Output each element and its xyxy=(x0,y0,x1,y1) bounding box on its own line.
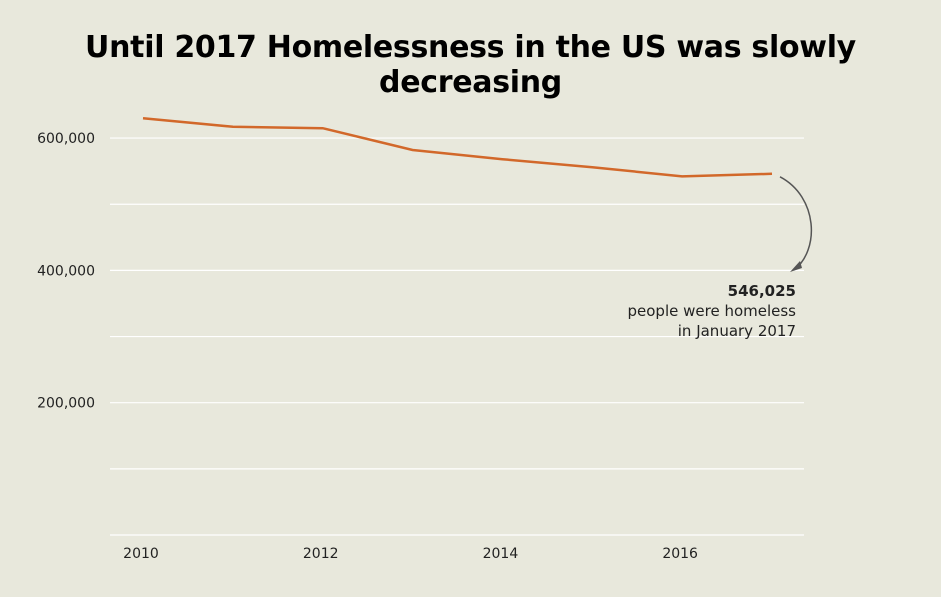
x-tick-label: 2012 xyxy=(303,546,339,562)
gridlines xyxy=(110,137,804,470)
annotation-line1: people were homeless xyxy=(628,302,797,320)
annotation-line2: in January 2017 xyxy=(678,322,796,340)
chart-title: Until 2017 Homelessness in the US was sl… xyxy=(85,30,856,100)
series-line xyxy=(142,116,773,178)
annotation-arrow xyxy=(779,176,813,271)
x-tick-label: 2010 xyxy=(123,546,159,562)
annotation-value: 546,025 xyxy=(728,282,796,300)
y-tick-label: 600,000 xyxy=(37,131,95,147)
x-axis-ticks: 2010 2012 2014 2016 xyxy=(123,546,698,562)
x-tick-label: 2014 xyxy=(483,546,519,562)
annotation-arrowhead xyxy=(790,261,802,272)
y-axis-ticks: 200,000 400,000 600,000 xyxy=(37,131,95,412)
y-tick-label: 200,000 xyxy=(37,396,95,412)
x-tick-label: 2016 xyxy=(662,546,698,562)
y-tick-label: 400,000 xyxy=(37,263,95,279)
